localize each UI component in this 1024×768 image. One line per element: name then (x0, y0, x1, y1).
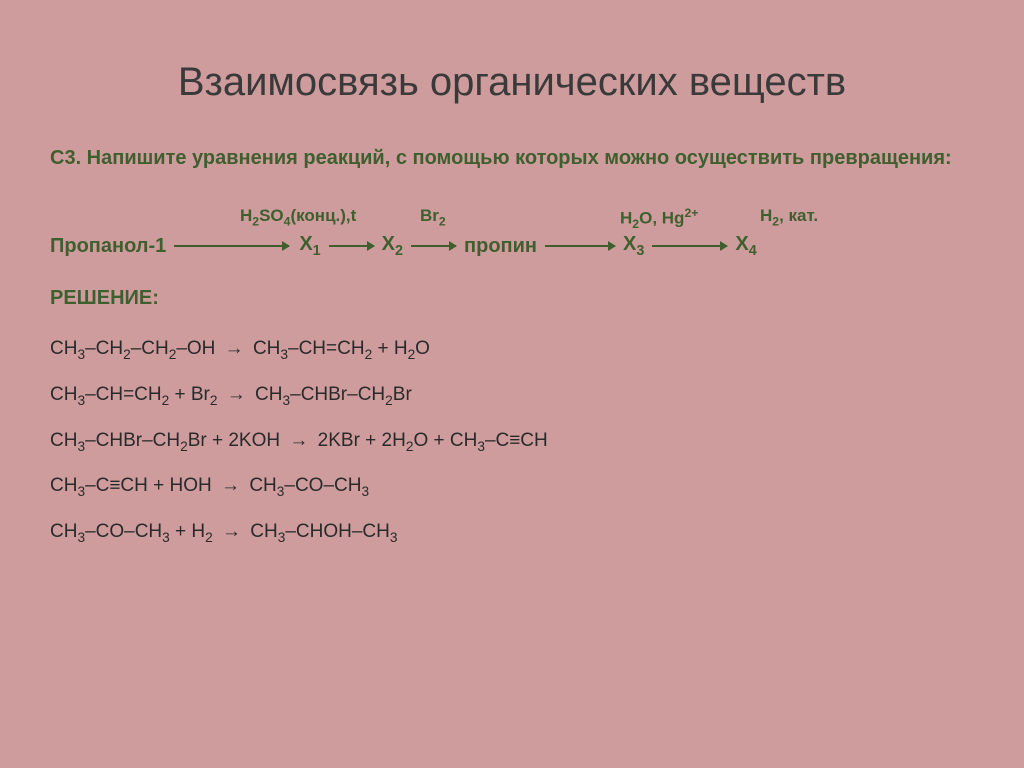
scheme-mid: пропин (464, 235, 537, 258)
equation-2: CH3–CH=CH2 + Br2 → CH3–CHBr–CH2Br (50, 384, 974, 408)
arrow-icon (411, 245, 456, 247)
scheme-x1: X1 (299, 233, 320, 259)
scheme-x2: X2 (382, 233, 403, 259)
scheme-x3: X3 (623, 233, 644, 259)
arrow-icon (329, 245, 374, 247)
equation-1: CH3–CH2–CH2–OH → CH3–CH=CH2 + H2O (50, 338, 974, 362)
arrow-icon (174, 245, 289, 247)
equation-4: CH3–C≡CH + HOH → CH3–CO–CH3 (50, 475, 974, 499)
condition-1: H2SO4(конц.),t (240, 206, 420, 231)
page-title: Взаимосвязь органических веществ (50, 60, 974, 105)
solution-heading: РЕШЕНИЕ: (50, 287, 974, 310)
arrow-icon (652, 245, 727, 247)
condition-4: H2, кат. (760, 206, 818, 231)
equation-5: CH3–CO–CH3 + H2 → CH3–CHOH–CH3 (50, 521, 974, 545)
condition-3: H2O, Hg2+ (620, 206, 760, 231)
scheme-x4: X4 (735, 233, 756, 259)
reaction-scheme: H2SO4(конц.),t Br2 H2O, Hg2+ H2, кат. Пр… (50, 206, 974, 259)
equation-3: CH3–CHBr–CH2Br + 2KOH → 2KBr + 2H2O + CH… (50, 430, 974, 454)
scheme-conditions: H2SO4(конц.),t Br2 H2O, Hg2+ H2, кат. (50, 206, 974, 231)
arrow-icon (545, 245, 615, 247)
task-prompt: С3. Напишите уравнения реакций, с помощь… (50, 145, 974, 171)
scheme-start: Пропанол-1 (50, 235, 166, 258)
condition-2: Br2 (420, 206, 620, 231)
scheme-main-line: Пропанол-1 X1 X2 пропин X3 X4 (50, 233, 974, 259)
